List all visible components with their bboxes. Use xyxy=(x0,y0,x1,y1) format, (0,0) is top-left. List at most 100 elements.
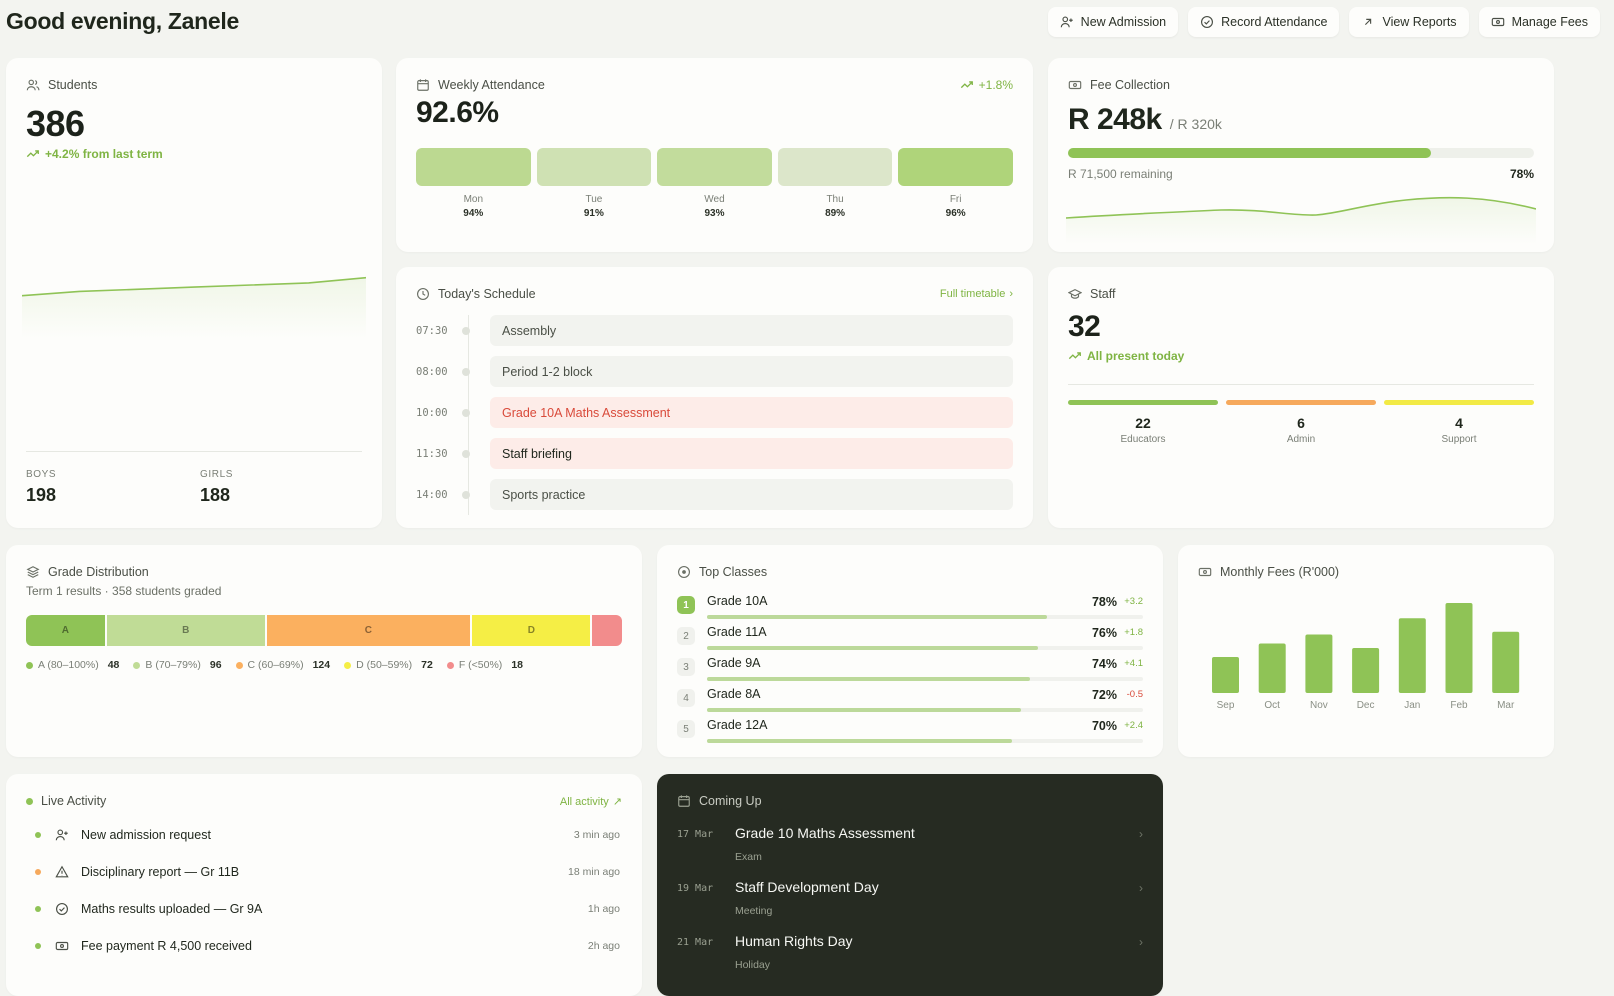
coming-up-title: Coming Up xyxy=(677,794,762,808)
fee-bar-nov[interactable] xyxy=(1305,634,1333,694)
fee-collection-title-text: Fee Collection xyxy=(1090,78,1170,92)
staff-group-label: Educators xyxy=(1120,434,1166,445)
event-date: 17 Mar xyxy=(677,829,714,840)
user-plus-icon xyxy=(1060,15,1074,29)
upcoming-event[interactable]: 17 Mar Grade 10 Maths Assessment Exam › xyxy=(677,825,1143,865)
class-row[interactable]: 1 Grade 10A 78% +3.2 xyxy=(677,591,1143,622)
fee-bar-dec[interactable] xyxy=(1352,648,1380,693)
class-delta: +4.1 xyxy=(1124,658,1143,669)
activity-item[interactable]: New admission request 3 min ago xyxy=(26,823,620,847)
grade-segment-f[interactable] xyxy=(592,615,622,646)
chevron-right-icon: › xyxy=(1139,827,1143,841)
legend-item: A (80–100%) 48 xyxy=(26,659,119,671)
students-trend-chart xyxy=(22,276,366,338)
all-activity-link[interactable]: All activity ↗ xyxy=(560,795,622,809)
monthly-fees-title-text: Monthly Fees (R'000) xyxy=(1220,565,1340,579)
schedule-item[interactable]: 08:00 Period 1-2 block xyxy=(416,356,1013,387)
girls-label: GIRLS xyxy=(200,469,234,480)
attendance-bar xyxy=(536,148,652,186)
event-type: Meeting xyxy=(735,905,773,917)
event-name: Staff Development Day xyxy=(735,879,879,895)
monthly-fees-card: Monthly Fees (R'000) Sep Oct Nov Dec Jan Feb M… xyxy=(1178,545,1554,757)
legend-item: C (60–69%) 124 xyxy=(235,659,331,671)
grade-segment-a[interactable]: A xyxy=(26,615,105,646)
staff-group: 4 Support xyxy=(1384,400,1534,445)
grade-distribution-title: Grade Distribution xyxy=(26,565,149,579)
class-row[interactable]: 5 Grade 12A 70% +2.4 xyxy=(677,715,1143,746)
attendance-card: Weekly Attendance +1.8% 92.6% Mon 94% Tue… xyxy=(396,58,1033,252)
schedule-dot xyxy=(462,367,470,376)
upcoming-event[interactable]: 19 Mar Staff Development Day Meeting › xyxy=(677,879,1143,919)
activity-item[interactable]: Disciplinary report — Gr 11B 18 min ago xyxy=(26,860,620,884)
fee-bar-sep[interactable] xyxy=(1212,657,1239,693)
fee-bar-jan[interactable] xyxy=(1398,618,1426,693)
activity-text: Maths results uploaded — Gr 9A xyxy=(81,902,263,916)
fee-amount-group: R 248k / R 320k xyxy=(1068,103,1222,137)
legend-count: 18 xyxy=(511,659,523,671)
record-attendance-button[interactable]: Record Attendance xyxy=(1188,7,1340,37)
calendar-icon xyxy=(677,794,691,808)
attendance-bar xyxy=(657,148,772,186)
fee-tick-label: Feb xyxy=(1450,700,1468,711)
class-row[interactable]: 4 Grade 8A 72% -0.5 xyxy=(677,684,1143,715)
attendance-change: +1.8% xyxy=(960,78,1013,92)
legend-dot xyxy=(133,661,141,669)
class-rank-badge: 2 xyxy=(677,627,695,645)
legend-count: 48 xyxy=(107,659,120,671)
fee-bar-feb[interactable] xyxy=(1445,603,1473,693)
class-name: Grade 11A xyxy=(707,625,767,639)
schedule-time: 10:00 xyxy=(416,406,448,419)
grade-stacked-bar: A B C D xyxy=(26,615,622,646)
legend-range: C (60–69%) xyxy=(247,659,304,671)
legend-dot xyxy=(446,661,454,669)
schedule-item[interactable]: 07:30 Assembly xyxy=(416,315,1013,346)
activity-time: 2h ago xyxy=(587,940,620,952)
staff-title: Staff xyxy=(1068,287,1115,301)
page-greeting: Good evening, Zanele xyxy=(6,8,239,34)
class-name: Grade 9A xyxy=(707,656,761,670)
staff-group: 6 Admin xyxy=(1226,400,1376,445)
layers-icon xyxy=(26,565,40,579)
legend-count: 72 xyxy=(421,659,433,671)
quick-actions: New Admission Record Attendance View Rep… xyxy=(1047,7,1600,37)
attendance-day: Wed 93% xyxy=(657,148,772,219)
fee-progress-fill xyxy=(1068,148,1432,158)
schedule-title: Today's Schedule xyxy=(416,287,536,301)
class-row[interactable]: 2 Grade 11A 76% +1.8 xyxy=(677,622,1143,653)
class-name: Grade 8A xyxy=(707,687,761,701)
class-progress-track xyxy=(707,677,1143,681)
new-admission-button[interactable]: New Admission xyxy=(1047,7,1179,37)
staff-title-text: Staff xyxy=(1090,287,1116,301)
chevron-right-icon: › xyxy=(1009,288,1013,300)
class-rank-badge: 4 xyxy=(677,689,695,707)
activity-status-dot xyxy=(35,906,41,912)
view-reports-button[interactable]: View Reports xyxy=(1349,7,1469,37)
manage-fees-button[interactable]: Manage Fees xyxy=(1478,7,1600,37)
fee-bar-mar[interactable] xyxy=(1492,631,1520,693)
staff-bar xyxy=(1384,400,1534,405)
attendance-day-label: Tue xyxy=(585,194,603,205)
grade-segment-d[interactable]: D xyxy=(472,615,591,646)
schedule-item[interactable]: 11:30 Staff briefing xyxy=(416,438,1013,469)
trend-up-icon xyxy=(1068,349,1082,363)
staff-group-count: 22 xyxy=(1135,415,1151,431)
schedule-item[interactable]: 10:00 Grade 10A Maths Assessment xyxy=(416,397,1013,428)
arrow-up-right-icon: ↗ xyxy=(612,796,622,808)
grade-segment-b[interactable]: B xyxy=(106,615,265,646)
fee-tick-label: Jan xyxy=(1404,700,1420,711)
activity-item[interactable]: Fee payment R 4,500 received 2h ago xyxy=(26,934,620,958)
fee-bar-oct[interactable] xyxy=(1258,643,1286,694)
fee-tick-label: Oct xyxy=(1264,700,1280,711)
attendance-day-pct: 91% xyxy=(583,208,604,219)
attendance-day: Fri 96% xyxy=(898,148,1013,219)
fee-tick-label: Dec xyxy=(1357,700,1375,711)
upcoming-event[interactable]: 21 Mar Human Rights Day Holiday › xyxy=(677,933,1143,973)
schedule-item[interactable]: 14:00 Sports practice xyxy=(416,479,1013,510)
grade-segment-c[interactable]: C xyxy=(266,615,471,646)
user-plus-icon xyxy=(55,828,69,842)
legend-count: 124 xyxy=(312,659,331,671)
full-timetable-link[interactable]: Full timetable › xyxy=(940,288,1013,300)
activity-item[interactable]: Maths results uploaded — Gr 9A 1h ago xyxy=(26,897,620,921)
class-row[interactable]: 3 Grade 9A 74% +4.1 xyxy=(677,653,1143,684)
legend-item: B (70–79%) 96 xyxy=(133,659,222,671)
